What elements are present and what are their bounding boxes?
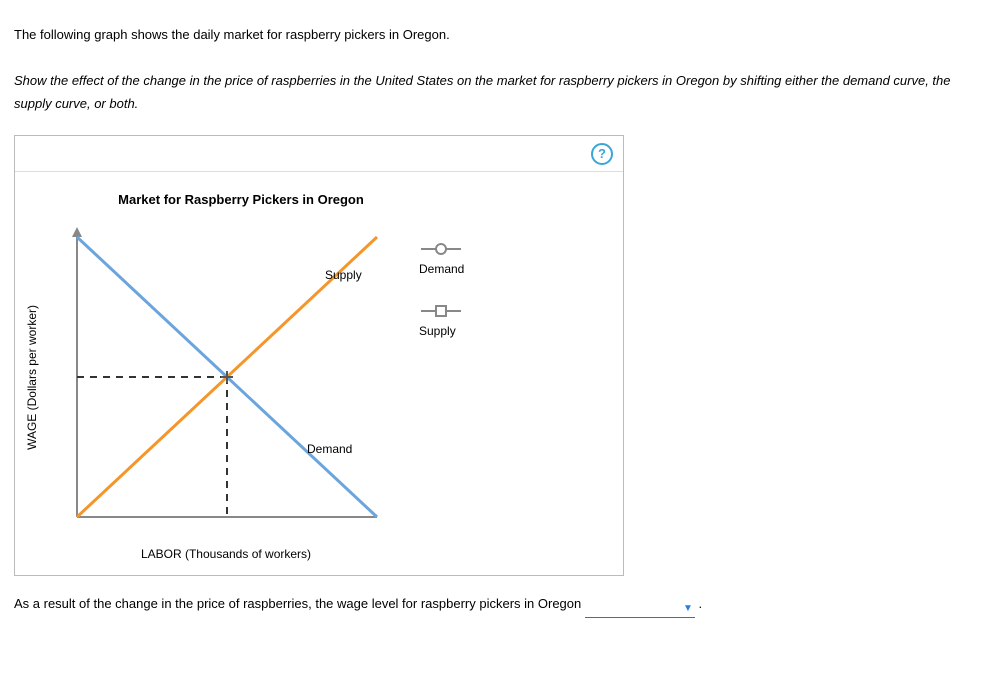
supply-curve-label: Supply: [325, 268, 362, 282]
chart-panel: ? Market for Raspberry Pickers in Oregon…: [14, 135, 624, 576]
intro-text: The following graph shows the daily mark…: [14, 25, 972, 45]
conclusion-suffix: .: [698, 596, 702, 611]
legend-demand[interactable]: Demand: [419, 242, 464, 276]
y-axis-label: WAGE (Dollars per worker): [25, 305, 39, 450]
y-axis-arrow-icon: [72, 227, 82, 237]
help-button[interactable]: ?: [591, 143, 613, 165]
chevron-down-icon: ▼: [683, 601, 693, 616]
chart-title: Market for Raspberry Pickers in Oregon: [25, 192, 397, 207]
legend-demand-label: Demand: [419, 262, 464, 276]
legend-supply-label: Supply: [419, 324, 464, 338]
help-icon: ?: [598, 146, 606, 161]
panel-body: Market for Raspberry Pickers in Oregon W…: [15, 172, 623, 575]
chart-wrap: Market for Raspberry Pickers in Oregon W…: [25, 192, 397, 561]
supply-demand-chart[interactable]: Supply Demand: [57, 217, 397, 537]
demand-curve-label: Demand: [307, 442, 352, 456]
legend-demand-swatch-icon: [419, 242, 463, 256]
legend-supply-swatch-icon: [419, 304, 463, 318]
conclusion-sentence: As a result of the change in the price o…: [14, 594, 972, 618]
conclusion-prefix: As a result of the change in the price o…: [14, 596, 581, 611]
instruction-text: Show the effect of the change in the pri…: [14, 69, 972, 116]
legend-supply[interactable]: Supply: [419, 304, 464, 338]
legend: Demand Supply: [397, 192, 464, 561]
panel-header: ?: [15, 136, 623, 172]
x-axis-label: LABOR (Thousands of workers): [111, 547, 311, 561]
wage-change-dropdown[interactable]: ▼: [585, 601, 695, 618]
